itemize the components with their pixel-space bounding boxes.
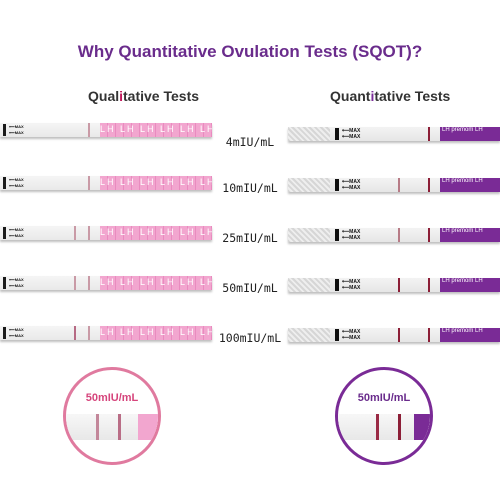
zoom-control-line [118, 414, 121, 440]
qualitative-header-a: Qual [88, 88, 119, 104]
page-title: Why Quantitative Ovulation Tests (SQOT)? [0, 42, 500, 62]
concentration-label: 100mIU/mL [0, 331, 500, 345]
zoom-label: 50mIU/mL [66, 392, 158, 404]
qualitative-zoom-circle: 50mIU/mL [63, 367, 161, 465]
zoom-control-line [398, 414, 401, 440]
concentration-label: 25mIU/mL [0, 231, 500, 245]
qualitative-header: Qualitative Tests [88, 88, 199, 104]
quantitative-zoom-circle: 50mIU/mL [335, 367, 433, 465]
quantitative-header: Quantitative Tests [330, 88, 450, 104]
zoom-test-line [376, 414, 379, 440]
concentration-label: 4mIU/mL [0, 135, 500, 149]
zoom-purple-section [414, 414, 430, 440]
zoom-test-line [96, 414, 99, 440]
zoom-pink-section [138, 414, 158, 440]
concentration-label: 10mIU/mL [0, 181, 500, 195]
quantitative-header-a: Quant [330, 88, 370, 104]
zoom-label: 50mIU/mL [338, 392, 430, 404]
concentration-label: 50mIU/mL [0, 281, 500, 295]
max-arrow: ⟵MAX [9, 124, 24, 129]
quantitative-header-c: tative Tests [374, 88, 450, 104]
qualitative-header-c: tative Tests [123, 88, 199, 104]
